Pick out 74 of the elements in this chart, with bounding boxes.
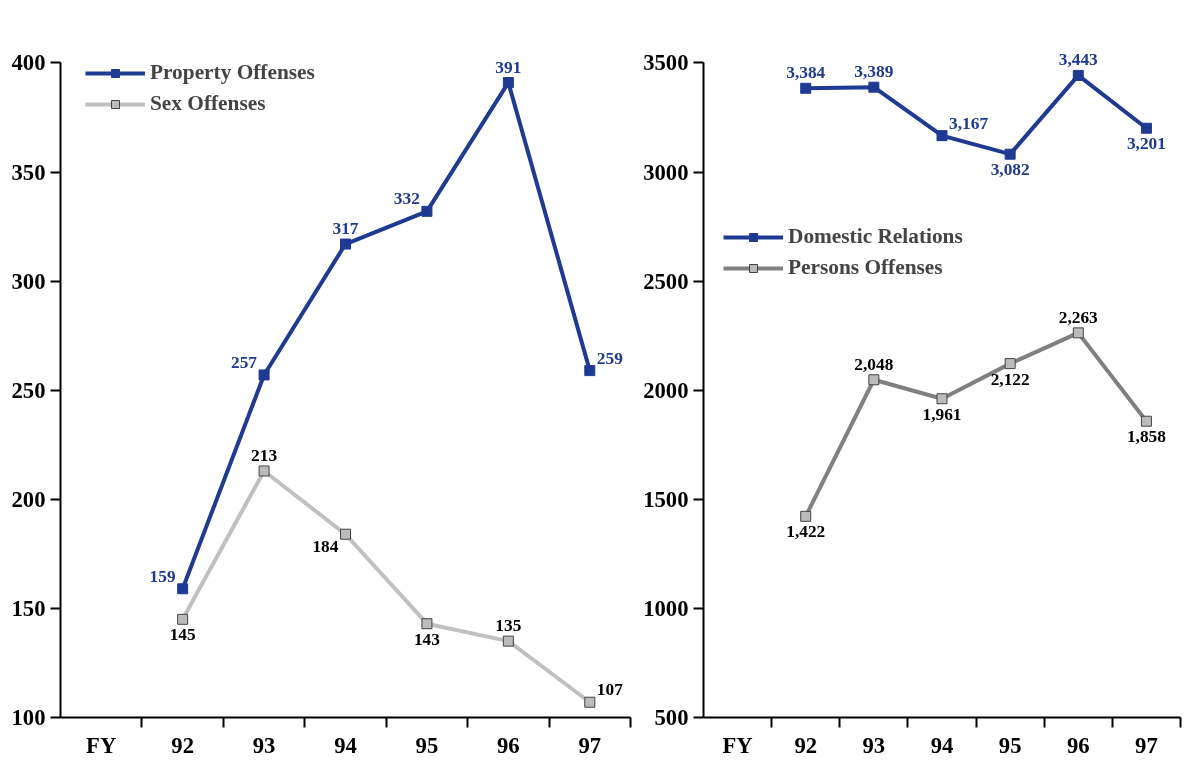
data-label: 3,384 [786, 63, 826, 83]
y-tick-label: 1500 [643, 486, 689, 512]
data-label: 184 [312, 537, 339, 557]
data-label: 3,167 [949, 113, 989, 133]
data-label: 257 [231, 352, 258, 372]
point [340, 528, 351, 540]
data-label: 3,201 [1126, 134, 1166, 154]
data-label: 135 [495, 616, 522, 636]
x-tick-label: 93 [252, 732, 276, 758]
point [258, 369, 270, 381]
data-label: 332 [393, 189, 420, 209]
data-label: 2,122 [990, 369, 1030, 389]
y-tick-label: 300 [11, 268, 46, 294]
y-tick-label: 200 [11, 486, 46, 512]
x-tick-label: 96 [1066, 732, 1090, 758]
legend-label: Sex Offenses [150, 91, 266, 116]
y-tick-label: 150 [11, 595, 46, 621]
data-label: 391 [495, 57, 522, 77]
data-label: 213 [251, 445, 278, 465]
y-tick-label: 3000 [643, 159, 689, 185]
data-label: 145 [169, 625, 196, 645]
point [258, 465, 270, 477]
point [177, 583, 189, 595]
y-tick-label: 1000 [643, 595, 689, 621]
x-tick-label: 94 [930, 732, 954, 758]
point [421, 618, 433, 630]
legend-label: Persons Offenses [788, 255, 943, 280]
x-tick-label: 95 [415, 732, 439, 758]
x-tick-label: 97 [578, 732, 602, 758]
data-label: 1,961 [922, 404, 962, 424]
y-tick-label: 400 [11, 50, 46, 76]
legend-label: Domestic Relations [788, 224, 963, 249]
x-tick-label: FY [722, 732, 753, 758]
data-label: 317 [332, 219, 359, 239]
y-tick-label: 250 [11, 377, 46, 403]
point [1004, 148, 1016, 160]
data-label: 1,858 [1126, 427, 1167, 447]
y-tick-label: 2000 [643, 377, 689, 403]
y-tick-label: 3500 [643, 50, 689, 76]
y-tick-label: 2500 [643, 268, 689, 294]
legend-label: Property Offenses [150, 60, 315, 85]
point [177, 613, 189, 625]
point [421, 205, 433, 217]
data-label: 143 [413, 629, 441, 649]
x-tick-label: 92 [171, 732, 194, 758]
data-label: 2,048 [854, 354, 894, 374]
x-tick-label: 96 [497, 732, 520, 758]
data-label: 2,263 [1058, 307, 1099, 327]
point [800, 82, 812, 94]
y-tick-label: 350 [11, 159, 46, 185]
data-label: 1,422 [786, 522, 826, 542]
point [502, 77, 514, 89]
x-tick-label: 97 [1135, 732, 1158, 758]
point [340, 238, 351, 250]
data-label: 3,443 [1058, 50, 1099, 70]
data-label: 259 [596, 348, 624, 368]
point [1072, 69, 1084, 81]
point [502, 635, 514, 647]
data-label: 107 [596, 680, 624, 700]
data-label: 3,389 [854, 62, 894, 82]
data-label: 3,082 [990, 160, 1030, 180]
point [584, 696, 596, 708]
x-tick-label: FY [86, 732, 117, 758]
point [936, 130, 948, 142]
point [584, 365, 596, 377]
point [1140, 122, 1152, 134]
x-tick-label: 93 [862, 732, 886, 758]
x-tick-label: 95 [998, 732, 1022, 758]
x-tick-label: 94 [334, 732, 357, 758]
y-tick-label: 500 [654, 705, 689, 730]
point [868, 81, 880, 93]
data-label: 159 [149, 566, 176, 586]
x-tick-label: 92 [794, 732, 818, 758]
y-tick-label: 100 [11, 705, 46, 730]
